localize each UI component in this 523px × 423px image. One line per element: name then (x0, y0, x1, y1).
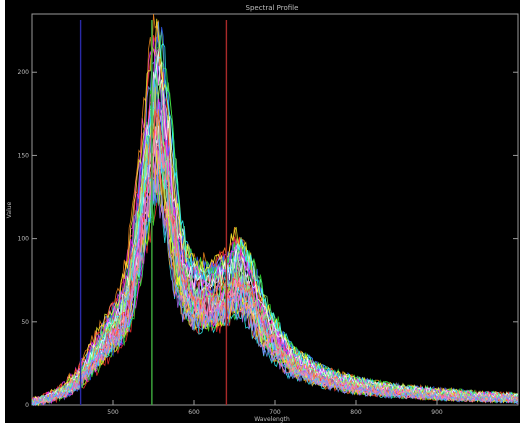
spectrum-line (31, 26, 519, 406)
y-tick-label: 100 (18, 236, 30, 243)
plot-area: 0 50 100 150 200 500 600 700 800 900 (18, 13, 519, 416)
x-tick-label: 600 (188, 409, 200, 416)
x-tick-label: 800 (350, 409, 362, 416)
x-tick-label: 900 (431, 409, 443, 416)
spectrum-line (31, 150, 519, 407)
x-tick-label: 700 (269, 409, 281, 416)
spectrum-line (32, 155, 519, 406)
y-tick-label: 50 (21, 319, 29, 326)
spectrum-line (31, 158, 519, 404)
x-axis-label: Wavelength (254, 416, 290, 423)
spectrum-line (31, 174, 519, 407)
spectrum-line (31, 167, 519, 405)
spectrum-line (31, 161, 518, 405)
y-axis-label: Value (6, 201, 13, 218)
spectrum-line (31, 35, 519, 404)
spectrum-line (31, 51, 519, 404)
window-border-left (0, 0, 5, 423)
x-tick-label: 500 (107, 409, 119, 416)
y-tick-label: 150 (18, 152, 30, 159)
y-tick-label: 0 (25, 402, 29, 409)
spectrum-line (31, 170, 519, 406)
spectrum-line (31, 167, 519, 406)
y-tick-label: 200 (18, 69, 30, 76)
window-border-right (520, 0, 523, 423)
spectrum-line (31, 73, 519, 404)
chart-title: Spectral Profile (246, 4, 299, 12)
spectrum-line (31, 157, 519, 406)
spectrum-line (31, 171, 519, 404)
